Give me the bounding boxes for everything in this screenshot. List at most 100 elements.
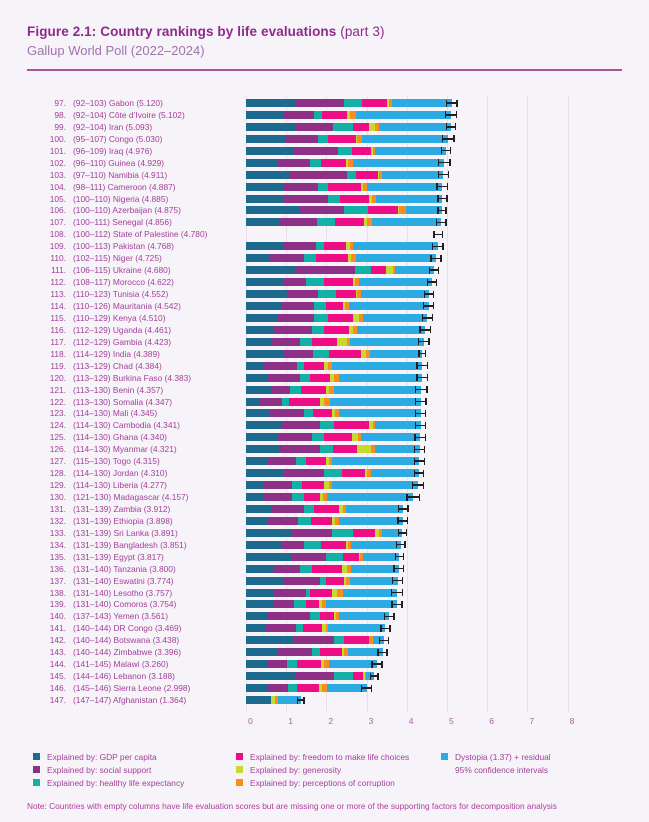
bar-segment-health bbox=[320, 421, 335, 430]
country-label: (114–130) Cambodia (4.341) bbox=[73, 420, 180, 431]
bar-segment-gdp bbox=[246, 600, 275, 609]
confidence-interval bbox=[440, 147, 452, 155]
confidence-interval bbox=[416, 374, 429, 382]
bar-segment-health bbox=[297, 361, 305, 370]
bar-segment-social bbox=[292, 552, 327, 561]
confidence-interval-mark bbox=[426, 386, 428, 394]
confidence-interval bbox=[437, 171, 450, 179]
stacked-bar bbox=[246, 636, 385, 645]
bar-segment-freedom bbox=[312, 564, 343, 573]
confidence-interval-mark bbox=[391, 591, 404, 594]
stacked-bar bbox=[246, 385, 422, 394]
bar-segment-health bbox=[315, 242, 324, 251]
confidence-interval-mark bbox=[371, 663, 383, 665]
stacked-bar bbox=[246, 648, 383, 657]
bar-segment-generosity bbox=[320, 493, 324, 502]
bar-segment-freedom bbox=[328, 134, 356, 143]
bar-segment-dystopia-residual bbox=[329, 660, 378, 669]
bar-segment-corruption bbox=[335, 409, 340, 418]
stacked-bar bbox=[246, 397, 421, 406]
bar-segment-dystopia-residual bbox=[278, 696, 301, 704]
bar-segment-social bbox=[277, 648, 312, 657]
bar-segment-generosity bbox=[387, 99, 389, 107]
bar-segment-dystopia-residual bbox=[349, 301, 429, 310]
country-rank: 109. bbox=[49, 241, 66, 252]
bar-segment-corruption bbox=[328, 385, 334, 394]
figure-title: Figure 2.1: Country rankings by life eva… bbox=[27, 24, 385, 39]
confidence-interval bbox=[383, 612, 395, 620]
bar-segment-health bbox=[337, 146, 352, 155]
bar-segment-dystopia-residual bbox=[374, 146, 447, 155]
bar-segment-health bbox=[314, 301, 327, 310]
confidence-interval-mark bbox=[411, 484, 424, 486]
country-rank: 108. bbox=[49, 229, 66, 240]
bar-segment-gdp bbox=[246, 349, 285, 358]
confidence-interval bbox=[433, 230, 443, 238]
legend-label: Explained by: GDP per capita bbox=[47, 752, 157, 762]
bar-segment-freedom bbox=[352, 122, 369, 131]
bar-segment-corruption bbox=[399, 206, 407, 215]
confidence-interval-mark bbox=[391, 603, 403, 606]
confidence-interval-mark bbox=[424, 409, 427, 417]
bar-segment-health bbox=[310, 612, 321, 621]
bar-segment-gdp bbox=[246, 516, 269, 525]
bar-segment-freedom bbox=[289, 397, 320, 406]
stacked-bar bbox=[246, 194, 443, 203]
bar-segment-corruption bbox=[347, 564, 351, 573]
confidence-interval-mark bbox=[435, 221, 447, 224]
confidence-interval-mark bbox=[388, 636, 390, 644]
bar-segment-health bbox=[306, 278, 325, 287]
confidence-interval bbox=[414, 421, 427, 429]
bar-segment-corruption bbox=[347, 337, 351, 346]
bar-segment-corruption bbox=[325, 624, 328, 633]
bar-segment-social bbox=[268, 457, 297, 466]
stacked-bar bbox=[246, 122, 451, 131]
legend-label: Explained by: social support bbox=[47, 765, 152, 775]
stacked-bar bbox=[246, 349, 423, 358]
confidence-interval-mark bbox=[423, 445, 426, 453]
confidence-interval-mark bbox=[414, 445, 416, 453]
country-rank: 124. bbox=[49, 420, 66, 431]
stacked-bar bbox=[246, 588, 398, 597]
country-rank: 118. bbox=[50, 348, 66, 359]
confidence-interval-mark bbox=[378, 636, 381, 644]
bar-segment-social bbox=[272, 504, 305, 513]
confidence-interval-mark bbox=[414, 436, 427, 438]
stacked-bar bbox=[246, 409, 421, 418]
confidence-interval-mark bbox=[393, 565, 395, 573]
bar-segment-corruption bbox=[322, 684, 328, 693]
country-rank: 121. bbox=[49, 384, 66, 395]
country-rank: 107. bbox=[49, 217, 66, 228]
bar-segment-health bbox=[326, 552, 344, 561]
bar-segment-health bbox=[292, 481, 303, 490]
bar-segment-generosity bbox=[346, 110, 351, 119]
country-label: (114–130) Myanmar (4.321) bbox=[73, 444, 177, 455]
country-rank: 140. bbox=[49, 611, 66, 622]
bar-segment-corruption bbox=[354, 278, 359, 287]
confidence-interval bbox=[395, 541, 406, 549]
bar-segment-social bbox=[292, 528, 333, 537]
stacked-bar bbox=[246, 242, 438, 251]
country-rank: 111. bbox=[50, 265, 66, 276]
bar-segment-dystopia-residual bbox=[378, 122, 451, 131]
confidence-interval bbox=[360, 684, 373, 692]
confidence-interval-mark bbox=[426, 281, 438, 283]
country-label: (131–139) Sri Lanka (3.891) bbox=[73, 527, 178, 538]
bar-segment-generosity bbox=[337, 337, 348, 346]
confidence-interval bbox=[391, 600, 403, 608]
bar-segment-generosity bbox=[345, 242, 351, 251]
confidence-interval bbox=[380, 624, 391, 632]
confidence-interval-mark bbox=[445, 102, 458, 104]
bar-segment-social bbox=[266, 624, 297, 633]
confidence-interval-mark bbox=[414, 472, 425, 474]
bar-segment-dystopia-residual bbox=[350, 337, 424, 346]
stacked-bar bbox=[246, 660, 378, 669]
bar-segment-generosity bbox=[326, 457, 329, 466]
legend-label: 95% confidence intervals bbox=[455, 765, 549, 775]
confidence-interval-mark bbox=[394, 556, 405, 558]
bar-segment-gdp bbox=[246, 397, 261, 406]
bar-segment-generosity bbox=[324, 481, 330, 490]
bar-segment-generosity bbox=[353, 313, 359, 322]
bar-segment-gdp bbox=[246, 361, 263, 370]
